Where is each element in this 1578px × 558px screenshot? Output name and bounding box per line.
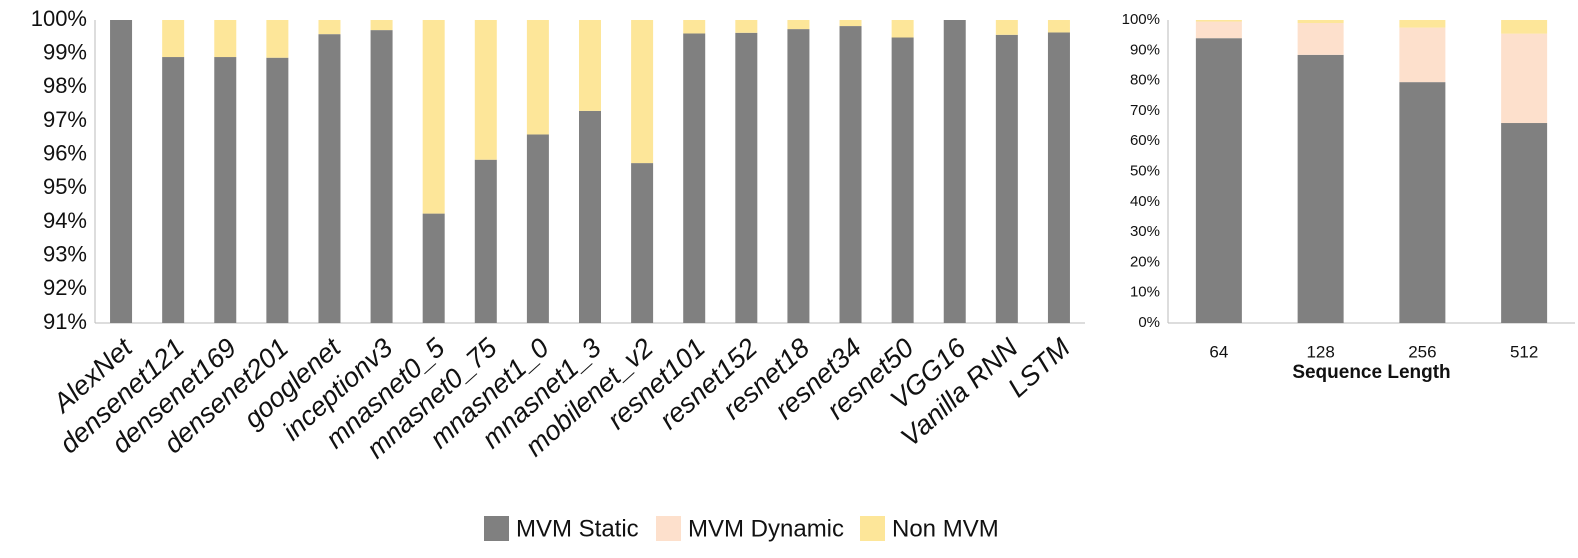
x-tick-label: 512	[1510, 342, 1538, 361]
y-tick-label: 100%	[31, 6, 87, 31]
legend-label: MVM Static	[516, 515, 639, 542]
bar-segment	[526, 134, 549, 323]
y-tick-label: 93%	[43, 241, 87, 266]
legend-swatch	[656, 516, 681, 541]
bar-segment	[1195, 21, 1242, 39]
x-tick-label: LSTM	[1002, 332, 1076, 403]
bar-segment	[266, 57, 289, 323]
y-tick-label: 30%	[1130, 223, 1160, 240]
bar-segment	[1399, 82, 1446, 324]
x-axis-label: Sequence Length	[1292, 362, 1450, 383]
bar-segment	[162, 20, 185, 58]
bar-segment	[683, 20, 706, 34]
bar-segment	[214, 20, 237, 58]
y-tick-label: 90%	[1130, 41, 1160, 58]
bar-segment	[1297, 20, 1344, 24]
bar-segment	[995, 20, 1018, 35]
bar-segment	[1297, 54, 1344, 323]
bar-segment	[110, 20, 133, 323]
bar-segment	[1195, 20, 1242, 22]
y-tick-label: 92%	[43, 275, 87, 300]
bar-segment	[735, 32, 758, 323]
bar-segment	[1501, 33, 1548, 124]
bar-segment	[1399, 27, 1446, 83]
bar-segment	[318, 34, 341, 323]
y-tick-label: 70%	[1130, 102, 1160, 119]
x-tick-label: 128	[1306, 342, 1334, 361]
y-tick-label: 80%	[1130, 72, 1160, 89]
bar-segment	[266, 20, 289, 58]
bar-segment	[474, 20, 497, 160]
bar-segment	[318, 20, 341, 35]
y-tick-label: 97%	[43, 107, 87, 132]
y-tick-label: 20%	[1130, 253, 1160, 270]
bar-segment	[891, 37, 914, 324]
bar-segment	[683, 33, 706, 323]
bar-segment	[787, 29, 810, 324]
bar-segment	[370, 30, 393, 323]
bar-segment	[735, 20, 758, 33]
bar-segment	[839, 26, 862, 324]
bar-segment	[1501, 20, 1548, 34]
bar-segment	[214, 57, 237, 324]
y-tick-label: 100%	[1122, 11, 1160, 28]
y-tick-label: 0%	[1138, 314, 1160, 331]
x-tick-label: 256	[1408, 342, 1436, 361]
x-tick-label: 64	[1209, 342, 1228, 361]
bar-segment	[943, 20, 966, 323]
legend-swatch	[860, 516, 885, 541]
y-tick-label: 10%	[1130, 284, 1160, 301]
bar-segment	[1195, 38, 1242, 324]
y-tick-label: 96%	[43, 140, 87, 165]
bar-segment	[631, 20, 654, 164]
bar-segment	[631, 163, 654, 323]
bar-segment	[787, 20, 810, 30]
bar-segment	[995, 34, 1018, 324]
bar-segment	[1047, 20, 1070, 33]
bar-segment	[1297, 23, 1344, 55]
bar-segment	[579, 20, 601, 111]
bar-segment	[526, 20, 549, 135]
bar-segment	[474, 159, 497, 323]
y-tick-label: 60%	[1130, 132, 1160, 149]
bar-segment	[1047, 32, 1070, 323]
y-tick-label: 98%	[43, 73, 87, 98]
bar-segment	[422, 213, 445, 323]
bar-segment	[1399, 20, 1446, 28]
bar-segment	[1501, 123, 1548, 324]
legend-label: MVM Dynamic	[688, 515, 844, 542]
bar-segment	[579, 110, 601, 324]
bar-segment	[370, 20, 393, 31]
y-tick-label: 94%	[43, 208, 87, 233]
y-tick-label: 95%	[43, 174, 87, 199]
bar-segment	[839, 20, 862, 27]
bar-segment	[162, 57, 185, 324]
legend-label: Non MVM	[892, 515, 999, 542]
y-tick-label: 40%	[1130, 193, 1160, 210]
legend-swatch	[484, 516, 509, 541]
y-tick-label: 91%	[43, 309, 87, 334]
bar-segment	[891, 20, 914, 38]
y-tick-label: 99%	[43, 39, 87, 64]
bar-segment	[422, 20, 445, 214]
y-tick-label: 50%	[1130, 162, 1160, 179]
